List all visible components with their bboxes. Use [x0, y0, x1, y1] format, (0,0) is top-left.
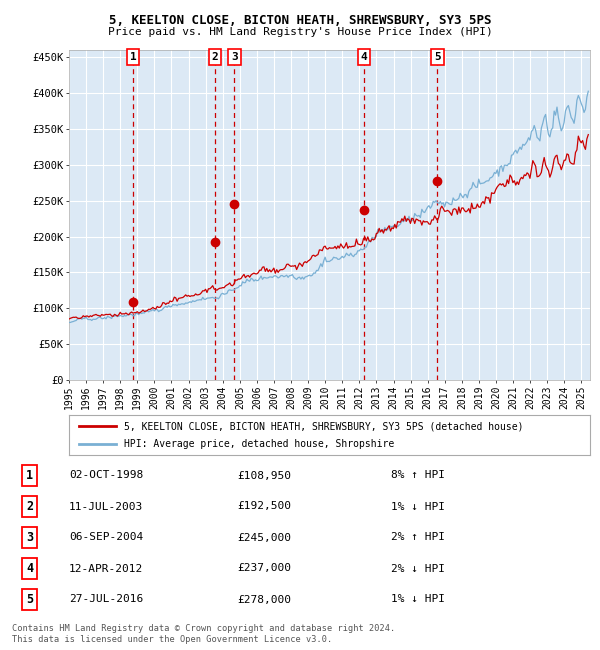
Text: 12-APR-2012: 12-APR-2012	[69, 564, 143, 573]
Text: 8% ↑ HPI: 8% ↑ HPI	[391, 471, 445, 480]
Text: 2: 2	[211, 52, 218, 62]
Text: 4: 4	[26, 562, 33, 575]
Text: 06-SEP-2004: 06-SEP-2004	[69, 532, 143, 543]
Text: £237,000: £237,000	[238, 564, 292, 573]
Text: 3: 3	[26, 531, 33, 544]
Text: This data is licensed under the Open Government Licence v3.0.: This data is licensed under the Open Gov…	[12, 634, 332, 644]
Text: 2: 2	[26, 500, 33, 513]
Text: 1: 1	[130, 52, 136, 62]
Text: 02-OCT-1998: 02-OCT-1998	[69, 471, 143, 480]
Text: 1% ↓ HPI: 1% ↓ HPI	[391, 502, 445, 512]
Text: £192,500: £192,500	[238, 502, 292, 512]
Text: Price paid vs. HM Land Registry's House Price Index (HPI): Price paid vs. HM Land Registry's House …	[107, 27, 493, 37]
Text: £245,000: £245,000	[238, 532, 292, 543]
Text: 2% ↑ HPI: 2% ↑ HPI	[391, 532, 445, 543]
Text: 11-JUL-2003: 11-JUL-2003	[69, 502, 143, 512]
Text: 2% ↓ HPI: 2% ↓ HPI	[391, 564, 445, 573]
Text: 5, KEELTON CLOSE, BICTON HEATH, SHREWSBURY, SY3 5PS (detached house): 5, KEELTON CLOSE, BICTON HEATH, SHREWSBU…	[124, 421, 523, 431]
Text: 4: 4	[361, 52, 368, 62]
Text: 1% ↓ HPI: 1% ↓ HPI	[391, 595, 445, 604]
Text: 3: 3	[231, 52, 238, 62]
Text: HPI: Average price, detached house, Shropshire: HPI: Average price, detached house, Shro…	[124, 439, 394, 448]
Text: 5: 5	[434, 52, 441, 62]
Text: 5, KEELTON CLOSE, BICTON HEATH, SHREWSBURY, SY3 5PS: 5, KEELTON CLOSE, BICTON HEATH, SHREWSBU…	[109, 14, 491, 27]
Text: 5: 5	[26, 593, 33, 606]
Text: £278,000: £278,000	[238, 595, 292, 604]
Text: 27-JUL-2016: 27-JUL-2016	[69, 595, 143, 604]
Text: 1: 1	[26, 469, 33, 482]
Text: £108,950: £108,950	[238, 471, 292, 480]
Text: Contains HM Land Registry data © Crown copyright and database right 2024.: Contains HM Land Registry data © Crown c…	[12, 624, 395, 633]
